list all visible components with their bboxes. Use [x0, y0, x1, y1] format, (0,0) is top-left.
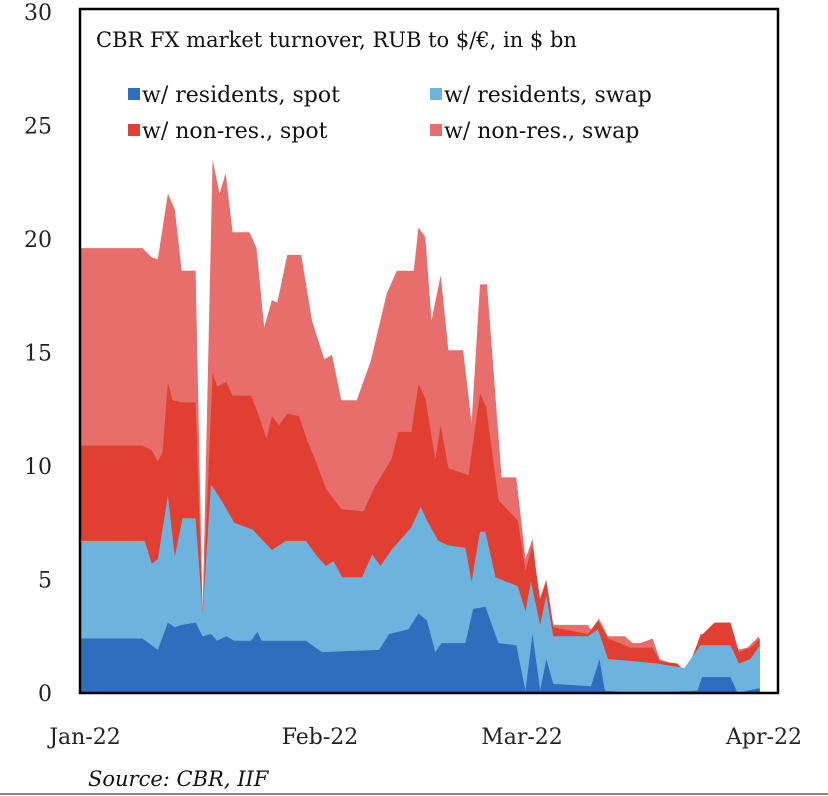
x-tick-label: Feb-22	[282, 725, 359, 750]
legend-label: w/ residents, swap	[444, 83, 652, 108]
y-tick-label: 30	[24, 1, 52, 26]
legend-swatch-w-non-res-swap	[430, 124, 442, 136]
plot-areas	[80, 159, 760, 693]
x-tick-label: Jan-22	[47, 725, 121, 750]
legend-label: w/ residents, spot	[142, 83, 340, 108]
y-tick-label: 20	[24, 228, 52, 253]
legend-label: w/ non-res., spot	[142, 119, 328, 144]
source-note: Source: CBR, IIF	[88, 767, 270, 791]
y-tick-label: 25	[24, 115, 52, 140]
x-tick-label: Apr-22	[725, 725, 802, 750]
y-tick-label: 15	[24, 342, 52, 367]
legend-swatch-w-residents-swap	[430, 88, 442, 100]
chart-title: CBR FX market turnover, RUB to $/€, in $…	[96, 28, 577, 52]
legend: w/ residents, spot w/ residents, swap w/ n…	[128, 83, 652, 144]
legend-swatch-w-non-res-spot	[128, 124, 140, 136]
legend-label: w/ non-res., swap	[444, 119, 639, 144]
x-tick-label: Mar-22	[481, 725, 563, 750]
x-axis-ticks: Jan-22 Feb-22 Mar-22 Apr-22	[47, 725, 802, 750]
area-w-residents-spot	[80, 606, 760, 693]
y-tick-label: 5	[38, 569, 52, 594]
legend-swatch-w-residents-spot	[128, 88, 140, 100]
plot-frame	[78, 7, 780, 695]
y-tick-label: 0	[38, 682, 52, 707]
y-axis-ticks: 0 5 10 15 20 25 30	[24, 1, 52, 707]
y-tick-label: 10	[24, 455, 52, 480]
